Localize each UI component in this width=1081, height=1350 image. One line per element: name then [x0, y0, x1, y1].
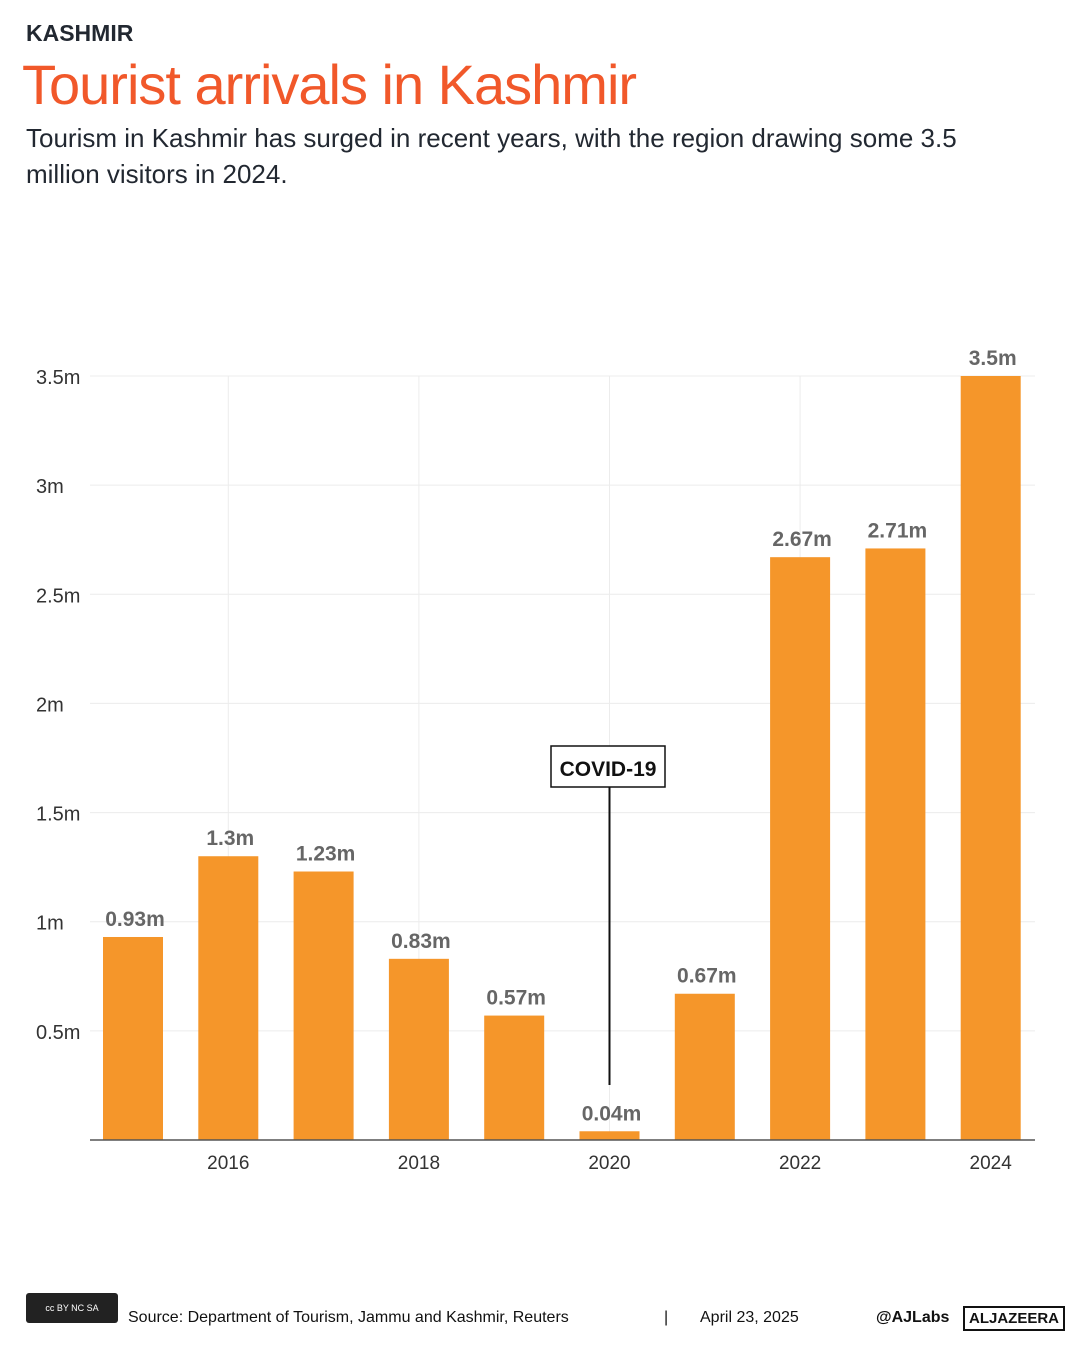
data-label: 1.23m: [296, 843, 356, 866]
date: April 23, 2025: [700, 1309, 799, 1326]
creative-commons-icon: cc BY NC SA: [26, 1293, 118, 1323]
separator: |: [664, 1309, 669, 1326]
data-label: 1.3m: [206, 827, 254, 850]
x-tick-label: 2018: [398, 1153, 440, 1174]
bar: [198, 856, 259, 1140]
chart-title: Tourist arrivals in Kashmir: [22, 53, 637, 116]
bar: [388, 958, 449, 1140]
kicker: KASHMIR: [26, 20, 134, 46]
chart-subtitle: Tourism in Kashmir has surged in recent …: [26, 123, 957, 189]
bar: [293, 871, 354, 1140]
bar: [579, 1131, 640, 1140]
bar: [103, 936, 163, 1140]
x-tick-label: 2016: [207, 1153, 249, 1174]
y-tick-label: 3m: [36, 476, 64, 498]
annotation-box: [550, 745, 666, 788]
data-label: 0.57m: [486, 987, 546, 1010]
annotation-label: COVID-19: [560, 758, 657, 781]
bar: [770, 557, 831, 1140]
x-tick-label: 2022: [779, 1153, 821, 1174]
data-label: 0.93m: [105, 908, 165, 931]
bar: [674, 993, 735, 1140]
bar-chart: 0.5m 1m 1.5m 2m 2.5m 3m 3.5m 2016 2018 2020 2022 20…: [36, 347, 1035, 1174]
data-label: 0.67m: [677, 965, 737, 988]
data-label: 2.67m: [772, 528, 832, 551]
handle: @AJLabs: [876, 1309, 950, 1326]
y-tick-label: 2m: [36, 694, 64, 716]
data-label: 0.04m: [582, 1102, 642, 1125]
y-tick-label: 2.5m: [36, 585, 80, 607]
bar: [865, 548, 926, 1140]
data-label: 2.71m: [868, 519, 928, 542]
y-tick-label: 1m: [36, 913, 64, 935]
source: Source: Department of Tourism, Jammu and…: [128, 1309, 569, 1326]
y-tick-label: 3.5m: [36, 367, 80, 389]
aljazeera-logo: ALJAZEERA: [963, 1306, 1066, 1331]
y-tick-label: 0.5m: [36, 1022, 80, 1044]
data-label: 0.83m: [391, 930, 451, 953]
x-tick-label: 2020: [588, 1153, 630, 1174]
bar: [484, 1015, 545, 1140]
data-label: 3.5m: [969, 347, 1017, 370]
x-tick-label: 2024: [970, 1153, 1013, 1174]
y-tick-label: 1.5m: [36, 804, 80, 826]
bar: [960, 376, 1021, 1140]
